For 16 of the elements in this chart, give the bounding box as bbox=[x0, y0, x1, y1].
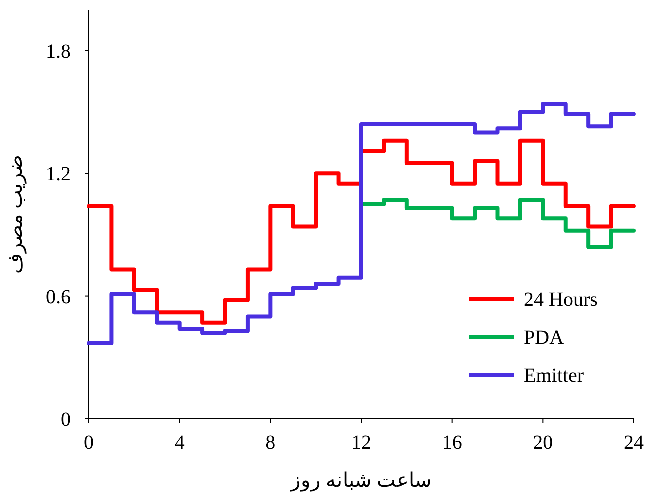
x-tick-label: 24 bbox=[624, 432, 644, 454]
x-tick-label: 20 bbox=[533, 432, 554, 454]
y-axis-title: ضریب مصرف bbox=[5, 155, 27, 274]
legend-label: 24 Hours bbox=[524, 289, 598, 311]
x-tick-label: 0 bbox=[84, 432, 94, 454]
x-tick-label: 12 bbox=[352, 432, 372, 454]
x-tick-label: 4 bbox=[174, 432, 185, 454]
legend-label: PDA bbox=[524, 327, 565, 349]
x-tick-label: 8 bbox=[266, 432, 276, 454]
x-tick-label: 16 bbox=[442, 432, 462, 454]
y-tick-label: 0.6 bbox=[46, 286, 71, 308]
y-tick-label: 1.8 bbox=[46, 40, 71, 63]
y-tick-label: 0 bbox=[61, 409, 71, 431]
x-axis-title: ساعت شبانه روز bbox=[290, 470, 432, 492]
y-tick-label: 1.2 bbox=[46, 164, 71, 186]
legend-label: Emitter bbox=[524, 365, 584, 387]
